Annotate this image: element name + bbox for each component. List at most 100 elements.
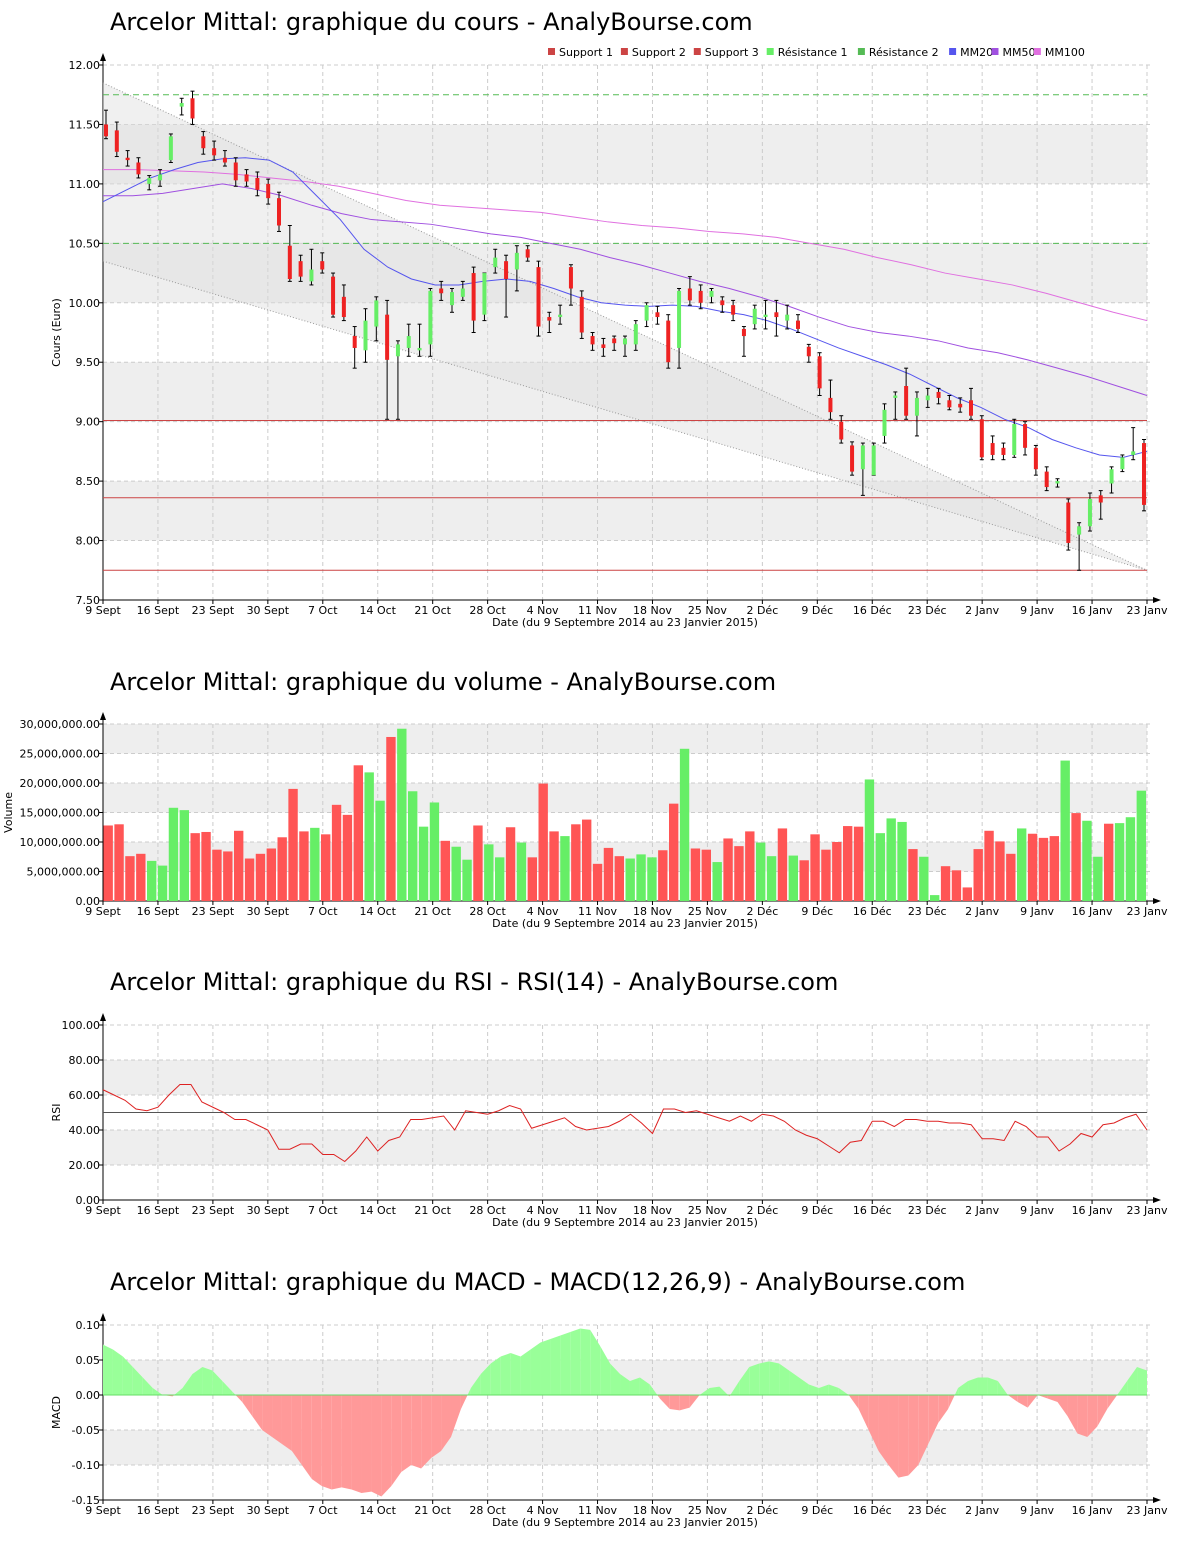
- candle-body: [482, 273, 487, 315]
- volume-bar: [473, 825, 483, 901]
- macd-area-positive: [560, 1332, 571, 1395]
- x-tick-label: 23 Sept: [192, 1504, 235, 1517]
- x-tick-label: 2 Janv: [965, 1504, 999, 1517]
- macd-area-positive: [749, 1363, 760, 1395]
- x-tick-label: 9 Déc: [801, 604, 833, 617]
- band: [103, 783, 1147, 813]
- legend-label: Support 1: [559, 46, 613, 59]
- y-axis-title: Cours (Euro): [50, 298, 63, 367]
- legend-swatch: [693, 48, 701, 55]
- legend-label: Support 3: [705, 46, 759, 59]
- x-tick-label: 23 Sept: [192, 905, 235, 918]
- x-tick-label: 14 Oct: [359, 905, 396, 918]
- x-tick-label: 16 Janv: [1072, 905, 1113, 918]
- macd-area-negative: [321, 1395, 332, 1490]
- macd-area-positive: [799, 1377, 809, 1395]
- y-tick-label: 25,000,000.00: [20, 748, 100, 761]
- y-axis-arrow: [100, 712, 106, 720]
- macd-area-positive: [838, 1388, 849, 1395]
- macd-area-positive: [639, 1377, 650, 1395]
- legend-label: Résistance 1: [778, 46, 848, 59]
- rsi-chart-block: Arcelor Mittal: graphique du RSI - RSI(1…: [0, 960, 1200, 1240]
- x-tick-label: 16 Janv: [1072, 1204, 1113, 1217]
- candle-body: [504, 261, 509, 279]
- candle-body: [741, 328, 746, 337]
- candle-body: [363, 320, 368, 351]
- x-axis-arrow: [1153, 597, 1161, 603]
- volume-bar: [136, 853, 146, 901]
- volume-bar: [157, 865, 168, 901]
- volume-bar: [908, 849, 918, 901]
- candle-body: [547, 317, 552, 321]
- volume-bar: [712, 862, 722, 901]
- candle-body: [936, 391, 941, 398]
- volume-bar: [647, 857, 657, 901]
- macd-area-positive: [540, 1339, 551, 1395]
- x-tick-label: 16 Sept: [137, 905, 180, 918]
- x-tick-label: 23 Sept: [192, 604, 235, 617]
- candle-body: [136, 162, 141, 175]
- macd-area-positive: [730, 1381, 740, 1395]
- legend-label: Support 2: [632, 46, 686, 59]
- x-tick-label: 16 Sept: [137, 1204, 180, 1217]
- y-axis-arrow: [100, 1013, 106, 1021]
- volume-bar: [288, 788, 298, 901]
- volume-bar: [1104, 823, 1114, 901]
- macd-area-positive: [997, 1381, 1008, 1395]
- candle-body: [536, 267, 541, 327]
- x-tick-label: 18 Nov: [633, 905, 672, 918]
- macd-area-negative: [341, 1395, 352, 1490]
- candle-body: [644, 305, 649, 321]
- x-tick-label: 9 Sept: [85, 1504, 121, 1517]
- x-tick-label: 11 Nov: [578, 905, 617, 918]
- macd-area-negative: [235, 1395, 243, 1402]
- x-tick-label: 25 Nov: [688, 604, 727, 617]
- macd-area-positive: [202, 1367, 213, 1395]
- y-tick-label: 11.00: [69, 178, 101, 191]
- candle-body: [1001, 447, 1006, 455]
- x-tick-label: 9 Déc: [801, 1504, 833, 1517]
- candle-body: [1131, 451, 1136, 455]
- volume-bar: [1114, 823, 1125, 901]
- x-tick-label: 7 Oct: [308, 604, 338, 617]
- macd-area-negative: [689, 1395, 700, 1408]
- volume-bar: [875, 833, 885, 901]
- legend-swatch: [548, 48, 555, 55]
- x-tick-label: 9 Janv: [1020, 905, 1054, 918]
- volume-bar: [342, 814, 353, 901]
- y-tick-label: 60.00: [69, 1089, 101, 1102]
- volume-bar: [223, 851, 233, 901]
- price-chart-title: Arcelor Mittal: graphique du cours - Ana…: [110, 8, 753, 36]
- volume-bar: [560, 836, 570, 901]
- volume-chart-block: Arcelor Mittal: graphique du volume - An…: [0, 660, 1200, 940]
- candle-body: [623, 338, 627, 345]
- macd-area-negative: [431, 1395, 442, 1458]
- macd-area-positive: [470, 1374, 481, 1395]
- macd-area-positive: [769, 1361, 780, 1395]
- x-tick-label: 28 Oct: [469, 1504, 506, 1517]
- x-tick-label: 21 Oct: [414, 604, 451, 617]
- volume-bar: [864, 779, 875, 901]
- volume-bar: [234, 830, 244, 901]
- macd-area-negative: [1027, 1395, 1038, 1408]
- volume-bar: [179, 810, 189, 901]
- macd-area-negative: [1007, 1395, 1018, 1402]
- candle-body: [1109, 469, 1114, 484]
- macd-area-negative: [669, 1395, 680, 1411]
- x-axis-arrow: [1153, 1497, 1161, 1503]
- x-tick-label: 4 Nov: [527, 1504, 559, 1517]
- x-tick-label: 21 Oct: [414, 905, 451, 918]
- volume-bar: [592, 863, 603, 901]
- macd-area-positive: [1127, 1367, 1138, 1395]
- x-tick-label: 30 Sept: [247, 604, 290, 617]
- macd-area-negative: [878, 1395, 889, 1465]
- legend-swatch: [949, 48, 957, 55]
- x-tick-label: 16 Janv: [1072, 1504, 1113, 1517]
- macd-area-negative: [848, 1395, 859, 1409]
- candle-body: [352, 336, 357, 348]
- candle-body: [1033, 447, 1038, 470]
- x-tick-label: 4 Nov: [527, 604, 559, 617]
- x-tick-label: 25 Nov: [688, 905, 727, 918]
- legend-swatch: [766, 48, 774, 55]
- macd-area-negative: [918, 1395, 929, 1465]
